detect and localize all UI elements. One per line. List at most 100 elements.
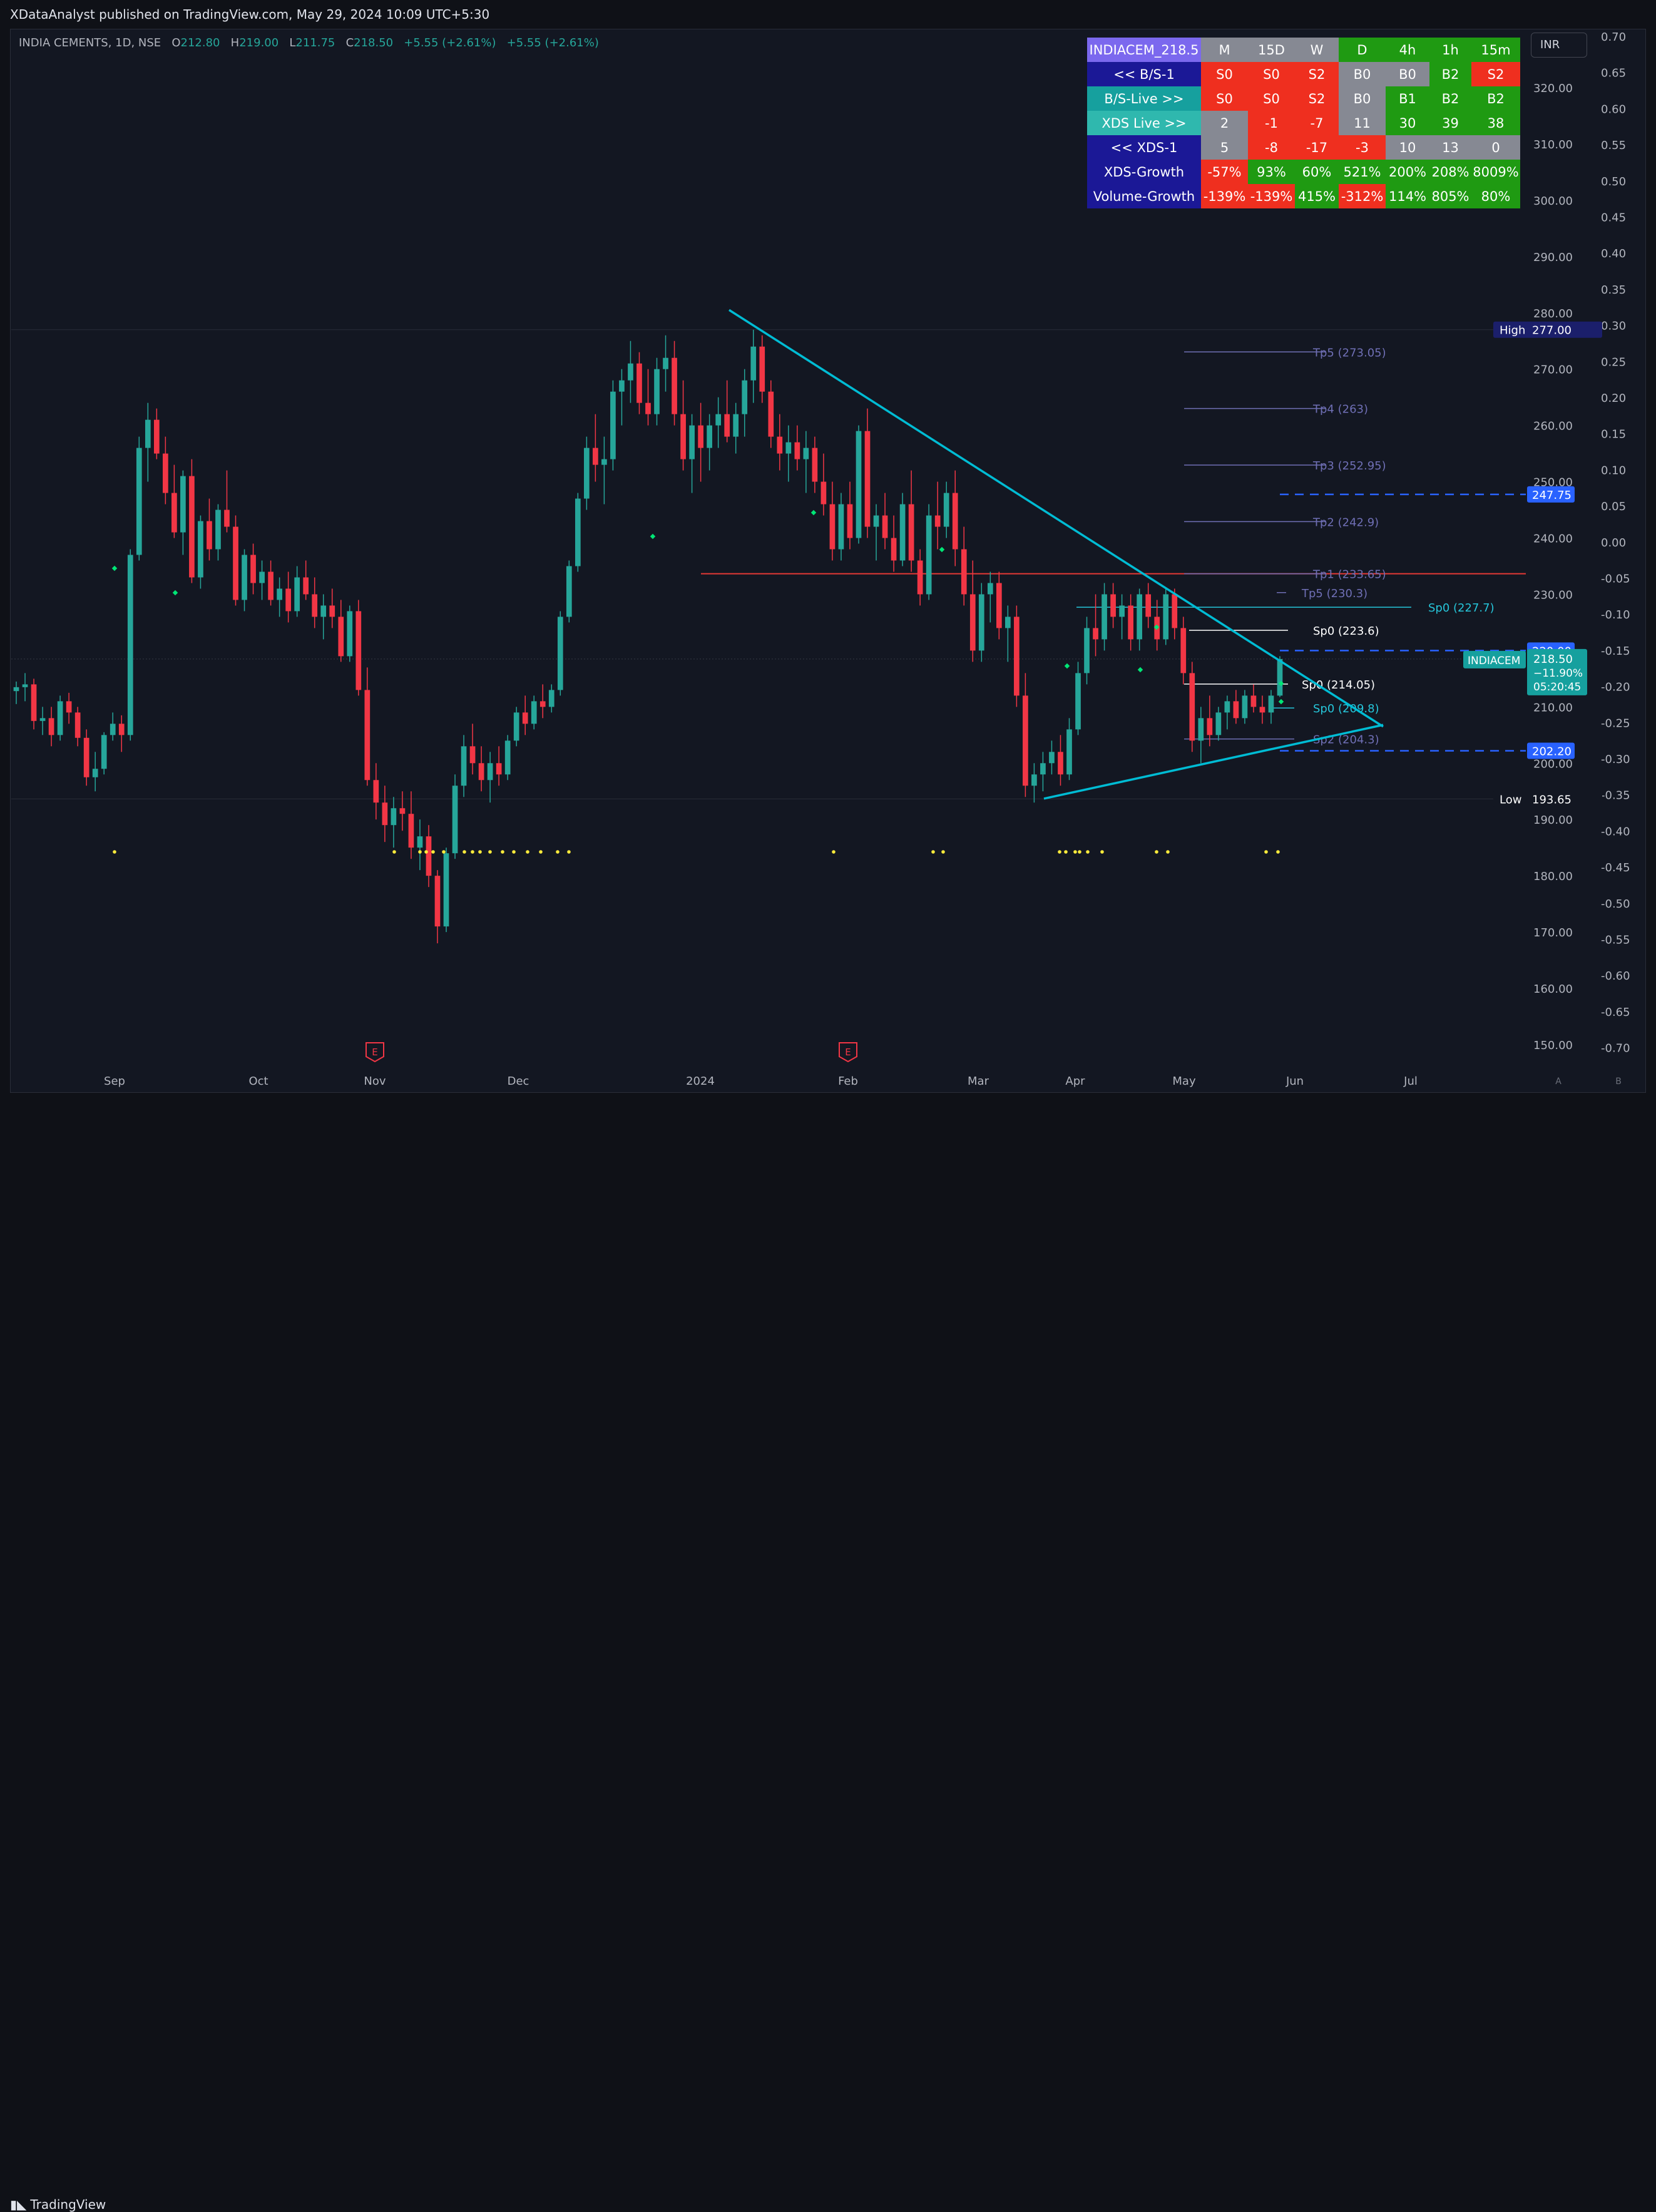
signal-cell: S2: [1295, 62, 1339, 86]
candle-up: [566, 566, 572, 617]
candle-down: [847, 504, 853, 538]
signal-table-row: << XDS-1 5 -8 -17 -3 10 13 0: [1087, 135, 1520, 160]
candle-down: [364, 690, 371, 781]
oscillator-tick-label: -0.10: [1601, 608, 1630, 622]
signal-dot: [424, 850, 428, 854]
chart-canvas[interactable]: 320.00310.00300.00290.00280.00270.00260.…: [0, 0, 1656, 1130]
candle-up: [619, 380, 625, 392]
target-level-label: Tp2 (242.9): [1312, 516, 1379, 529]
candle-down: [698, 425, 703, 448]
log-scale-label: B: [1615, 1077, 1622, 1087]
target-level-label: Sp0 (227.7): [1428, 602, 1495, 615]
currency-button[interactable]: INR: [1531, 33, 1587, 58]
candle-down: [759, 346, 765, 392]
candle-up: [926, 515, 932, 595]
signal-table: INDIACEM_218.5 M 15D W D 4h 1h 15m << B/S-1 S0 S0 S…: [1087, 38, 1520, 208]
signal-table-row: XDS Live >> 2 -1 -7 11 30 39 38: [1087, 111, 1520, 135]
candle-up: [1242, 695, 1248, 719]
candle-up: [750, 346, 757, 381]
signal-dot: [431, 850, 435, 854]
candle-down: [864, 431, 871, 527]
price-tick-label: 170.00: [1533, 926, 1573, 940]
signal-dot: [442, 850, 446, 854]
target-level-label: Tp3 (252.95): [1312, 459, 1386, 473]
candle-down: [777, 436, 783, 454]
signal-cell: -1: [1248, 111, 1295, 135]
signal-table-row: << B/S-1 S0 S0 S2 B0 B0 B2 S2: [1087, 62, 1520, 86]
candle-down: [996, 583, 1002, 628]
candle-up: [1075, 673, 1081, 730]
candle-up: [1119, 605, 1125, 617]
candle-up: [461, 746, 467, 786]
signal-cell: 80%: [1471, 184, 1520, 208]
tradingview-logo-icon: ▮◣: [10, 2197, 27, 2212]
ascending-trendline[interactable]: [1043, 724, 1384, 800]
signal-table-header-cell: 15m: [1471, 38, 1520, 62]
oscillator-tick-label: 0.10: [1601, 464, 1626, 477]
signal-row-label: << B/S-1: [1087, 62, 1201, 86]
tradingview-logo[interactable]: ▮◣ TradingView: [10, 2197, 106, 2212]
signal-row-label: XDS-Growth: [1087, 160, 1201, 184]
signal-table-header-cell: D: [1339, 38, 1386, 62]
price-tick-label: 180.00: [1533, 870, 1573, 883]
signal-table-header-cell: 1h: [1429, 38, 1471, 62]
candle-down: [829, 504, 836, 550]
last-price-badge: [1527, 648, 1587, 695]
price-badge-value: 277.00: [1532, 324, 1572, 337]
signal-cell: 208%: [1429, 160, 1471, 184]
candle-down: [355, 611, 362, 690]
candle-up: [689, 425, 695, 459]
candle-down: [399, 808, 406, 814]
candle-up: [259, 571, 265, 583]
signal-dot: [1073, 850, 1077, 854]
target-level-label: Sp2 (204.3): [1313, 734, 1379, 747]
price-tick-label: 250.00: [1533, 476, 1573, 489]
descending-trendline[interactable]: [728, 309, 1384, 728]
signal-cell: -7: [1295, 111, 1339, 135]
candle-up: [1084, 628, 1090, 673]
time-axis-label: Feb: [838, 1075, 858, 1088]
price-badge-high: [1493, 321, 1602, 338]
candle-down: [312, 594, 318, 617]
candle-up: [978, 594, 984, 651]
candle-up: [803, 448, 809, 459]
signal-cell: 805%: [1429, 184, 1471, 208]
signal-dot: [556, 850, 560, 854]
oscillator-tick-label: -0.30: [1601, 753, 1630, 766]
signal-cell: B1: [1386, 86, 1429, 111]
candle-up: [628, 363, 633, 381]
oscillator-tick-label: -0.20: [1601, 681, 1630, 694]
last-price-symbol-badge: [1463, 650, 1526, 668]
candle-down: [1207, 718, 1213, 735]
oscillator-tick-label: 0.15: [1601, 428, 1626, 441]
candle-up: [707, 425, 712, 448]
candle-up: [742, 380, 748, 414]
candle-down: [189, 476, 195, 578]
candle-down: [680, 414, 686, 459]
time-axis-label: Apr: [1065, 1075, 1085, 1088]
buy-signal-marker: [650, 533, 656, 540]
candle-down: [539, 701, 546, 707]
signal-dot: [501, 850, 504, 854]
candle-down: [478, 763, 484, 781]
time-axis-label: Dec: [508, 1075, 529, 1088]
target-level-label: Sp0 (223.6): [1313, 625, 1379, 638]
earnings-icon[interactable]: [839, 1042, 857, 1063]
signal-row-label: B/S-Live >>: [1087, 86, 1201, 111]
candle-down: [329, 605, 335, 617]
price-badge-label: Low: [1500, 793, 1521, 806]
signal-dot: [1086, 850, 1090, 854]
candle-up: [215, 509, 221, 550]
candle-down: [118, 724, 125, 735]
candle-up: [1277, 658, 1283, 696]
price-tick-label: 240.00: [1533, 533, 1573, 546]
signal-row-label: << XDS-1: [1087, 135, 1201, 160]
signal-cell: S0: [1248, 62, 1295, 86]
candle-down: [171, 493, 177, 533]
candle-down: [1128, 605, 1133, 640]
earnings-icon[interactable]: [365, 1042, 384, 1063]
signal-cell: 93%: [1248, 160, 1295, 184]
candle-up: [145, 419, 151, 448]
candle-up: [13, 687, 19, 692]
buy-signal-marker: [1137, 667, 1143, 673]
